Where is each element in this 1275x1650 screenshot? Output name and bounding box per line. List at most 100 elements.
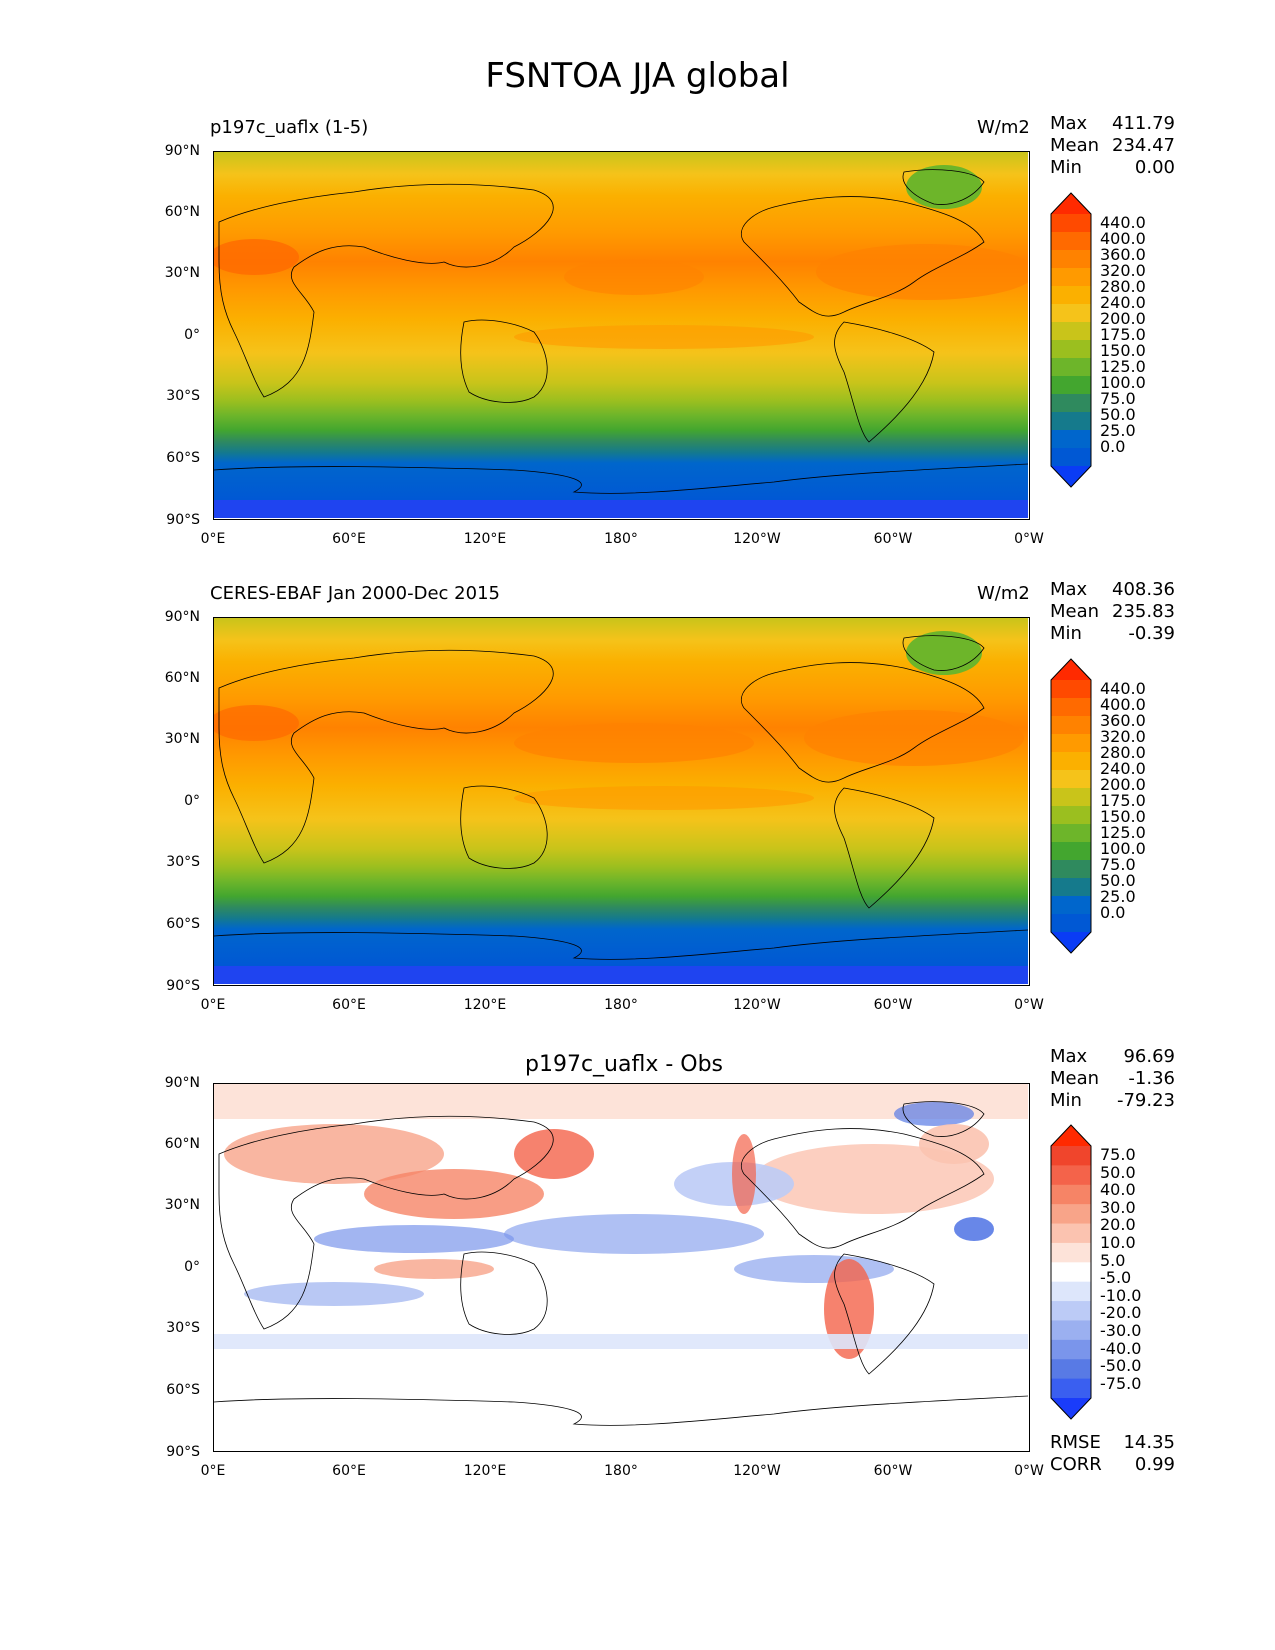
colorbar-label: 150.0 [1100, 341, 1146, 360]
lon-tick: 60°E [332, 531, 366, 547]
lon-tick: 0°E [200, 997, 226, 1013]
panel-title: p197c_uaflx (1-5) [210, 117, 369, 138]
colorbar [1050, 1124, 1092, 1420]
mean-label: Mean [1050, 135, 1100, 156]
colorbar-segment [1051, 1281, 1091, 1302]
colorbar-segment [1051, 286, 1091, 305]
colorbar-segment [1051, 1204, 1091, 1225]
lat-tick: 90°N [164, 609, 200, 625]
map-difference [213, 1083, 1030, 1452]
colorbar-segment [1051, 1146, 1091, 1166]
colorbar-label: 25.0 [1100, 421, 1136, 440]
colorbar-segment [1051, 1184, 1091, 1205]
lat-tick: 60°S [166, 916, 200, 932]
colorbar-label: 400.0 [1100, 695, 1146, 714]
colorbar-label: -50.0 [1100, 1356, 1142, 1376]
colorbar-label: 25.0 [1100, 887, 1136, 906]
colorbar-outline [1050, 192, 1092, 488]
colorbar-segment [1051, 680, 1091, 699]
rmse-label: RMSE [1050, 1432, 1101, 1453]
lat-tick: 30°N [164, 1197, 200, 1213]
colorbar-labels: 75.0 50.0 40.0 30.0 20.0 10.0 5.0 -5.0 -… [1100, 1147, 1141, 1393]
lon-tick: 120°W [733, 1463, 781, 1479]
lon-tick: 0°E [200, 531, 226, 547]
colorbar-segment [1051, 1262, 1091, 1283]
colorbar-extend-max [1051, 193, 1091, 214]
colorbar-segment [1051, 250, 1091, 269]
lon-tick: 0°W [1014, 997, 1044, 1013]
colorbar-label: 175.0 [1100, 791, 1146, 810]
lon-tick: 120°E [463, 531, 507, 547]
colorbar-label: 5.0 [1100, 1250, 1126, 1270]
lon-tick: 60°W [873, 997, 913, 1013]
colorbar-segment [1051, 1339, 1091, 1360]
max-value: 408.36 [1112, 579, 1175, 600]
colorbar-label: 50.0 [1100, 871, 1136, 890]
max-value: 411.79 [1112, 113, 1175, 134]
mean-value: 234.47 [1112, 135, 1175, 156]
colorbar-label: -10.0 [1100, 1285, 1142, 1305]
colorbar-segment [1051, 322, 1091, 341]
lon-tick: 0°W [1014, 1463, 1044, 1479]
colorbar-segment [1051, 1242, 1091, 1263]
colorbar-segment [1051, 842, 1091, 861]
lat-tick: 90°S [166, 512, 200, 528]
colorbar-label: 50.0 [1100, 1162, 1136, 1182]
colorbar-label: 200.0 [1100, 309, 1146, 328]
lat-tick: 90°N [164, 1075, 200, 1091]
max-value: 96.69 [1123, 1046, 1175, 1067]
lat-tick: 60°N [164, 204, 200, 220]
colorbar-label: 100.0 [1100, 373, 1146, 392]
colorbar-label: 440.0 [1100, 213, 1146, 232]
colorbar-label: 100.0 [1100, 839, 1146, 858]
colorbar-segment [1051, 770, 1091, 789]
colorbar-label: 320.0 [1100, 727, 1146, 746]
colorbar-label: 150.0 [1100, 807, 1146, 826]
lon-tick: 0°E [200, 1463, 226, 1479]
colorbar-segment [1051, 734, 1091, 753]
lon-tick: 180° [604, 997, 638, 1013]
colorbar-label: 280.0 [1100, 743, 1146, 762]
lat-tick: 30°N [164, 265, 200, 281]
colorbar-extend-max [1051, 1125, 1091, 1146]
panel-title: CERES-EBAF Jan 2000-Dec 2015 [210, 583, 500, 604]
colorbar-label: 175.0 [1100, 325, 1146, 344]
colorbar-label: 320.0 [1100, 261, 1146, 280]
colorbar-segment [1051, 806, 1091, 825]
colorbar-label: 75.0 [1100, 389, 1136, 408]
colorbar-segment [1051, 1165, 1091, 1186]
mean-label: Mean [1050, 601, 1100, 622]
colorbar-segment [1051, 1359, 1091, 1380]
colorbar-segment [1051, 412, 1091, 431]
min-label: Min [1050, 1090, 1082, 1111]
min-label: Min [1050, 157, 1082, 178]
lat-tick: 60°N [164, 1136, 200, 1152]
colorbar-label: 30.0 [1100, 1197, 1136, 1217]
max-label: Max [1050, 1046, 1088, 1067]
max-label: Max [1050, 579, 1088, 600]
colorbar-label: -75.0 [1100, 1373, 1142, 1393]
lon-tick: 120°W [733, 531, 781, 547]
map-reference [213, 617, 1030, 986]
colorbar-segment [1051, 824, 1091, 843]
map-test [213, 151, 1030, 520]
corr-value: 0.99 [1134, 1454, 1175, 1475]
min-value: -79.23 [1116, 1090, 1175, 1111]
colorbar-label: 125.0 [1100, 823, 1146, 842]
colorbar-label: 240.0 [1100, 293, 1146, 312]
lat-tick: 0° [184, 793, 200, 809]
lat-tick: 90°N [164, 143, 200, 159]
lon-tick: 60°E [332, 1463, 366, 1479]
lat-tick: 60°N [164, 670, 200, 686]
colorbar-segment [1051, 448, 1091, 467]
colorbar-segment [1051, 1301, 1091, 1321]
lon-tick: 180° [604, 1463, 638, 1479]
lon-tick: 60°W [873, 1463, 913, 1479]
colorbar-extend-min [1051, 466, 1091, 487]
colorbar-label: 20.0 [1100, 1215, 1136, 1235]
units-label: W/m2 [977, 583, 1030, 604]
colorbar-label: 360.0 [1100, 711, 1146, 730]
colorbar-label: -40.0 [1100, 1338, 1142, 1358]
colorbar-label: -5.0 [1100, 1268, 1132, 1288]
colorbar-label: 75.0 [1100, 855, 1136, 874]
